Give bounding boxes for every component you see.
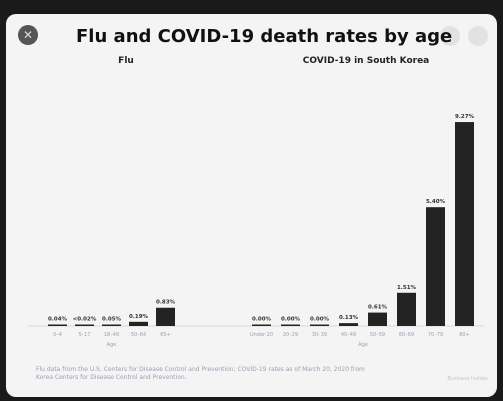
- tick-label: 80+: [459, 332, 470, 338]
- bar: [129, 321, 148, 326]
- chart-card: ✕ Flu and COVID-19 death rates by age Fl…: [6, 14, 497, 397]
- data-label: 0.61%: [368, 305, 388, 311]
- data-label: 0.00%: [252, 317, 272, 323]
- bar: [156, 307, 175, 326]
- bar-chart: Flu 0.04% 0–4 <0.02% 5–17 0.05% 18–49 0.19% 50–6…: [28, 56, 484, 348]
- panel-title: Flu: [118, 56, 134, 66]
- data-label: <0.02%: [73, 317, 97, 323]
- tick-label: 20–29: [283, 332, 298, 338]
- chart-title: Flu and COVID-19 death rates by age: [76, 26, 453, 47]
- bar: [102, 324, 121, 326]
- panel-title: COVID-19 in South Korea: [303, 56, 430, 66]
- tick-label: 0–4: [53, 332, 62, 338]
- tick-label: 18–49: [104, 332, 119, 338]
- chart-footnote: Flu data from the U.S. Centers for Disea…: [36, 366, 365, 381]
- tick-label: 50–64: [131, 332, 146, 338]
- bar: [310, 324, 329, 326]
- x-axis-label: Age: [107, 342, 117, 348]
- close-icon[interactable]: ✕: [18, 25, 38, 45]
- x-axis-label: Age: [358, 342, 368, 348]
- data-label: 0.05%: [102, 317, 122, 323]
- bar: [455, 122, 474, 326]
- data-label: 1.51%: [397, 285, 417, 291]
- tick-label: 60–69: [399, 332, 414, 338]
- data-label: 5.40%: [426, 199, 446, 205]
- chart-credit: Business Insider: [447, 376, 488, 382]
- tick-label: 50–59: [370, 332, 385, 338]
- bar: [426, 207, 445, 326]
- data-label: 0.04%: [48, 317, 68, 323]
- circle-icon[interactable]: [440, 26, 460, 46]
- tick-label: 70–79: [428, 332, 443, 338]
- bar: [252, 324, 271, 326]
- tick-label: 30–39: [312, 332, 327, 338]
- data-label: 0.19%: [129, 314, 149, 320]
- circle-icon[interactable]: [468, 26, 488, 46]
- bar: [368, 312, 387, 326]
- bar: [75, 324, 94, 326]
- tick-label: 40–49: [341, 332, 356, 338]
- data-label: 9.27%: [455, 114, 475, 120]
- data-label: 0.00%: [281, 317, 301, 323]
- bar: [48, 324, 67, 326]
- tick-label: 5–17: [78, 332, 90, 338]
- data-label: 0.00%: [310, 317, 330, 323]
- data-label: 0.13%: [339, 315, 359, 321]
- bar: [281, 324, 300, 326]
- tick-label: Under 20: [250, 332, 273, 338]
- tick-label: 65+: [160, 332, 171, 338]
- data-label: 0.83%: [156, 300, 176, 306]
- bar: [339, 323, 358, 326]
- bar: [397, 292, 416, 326]
